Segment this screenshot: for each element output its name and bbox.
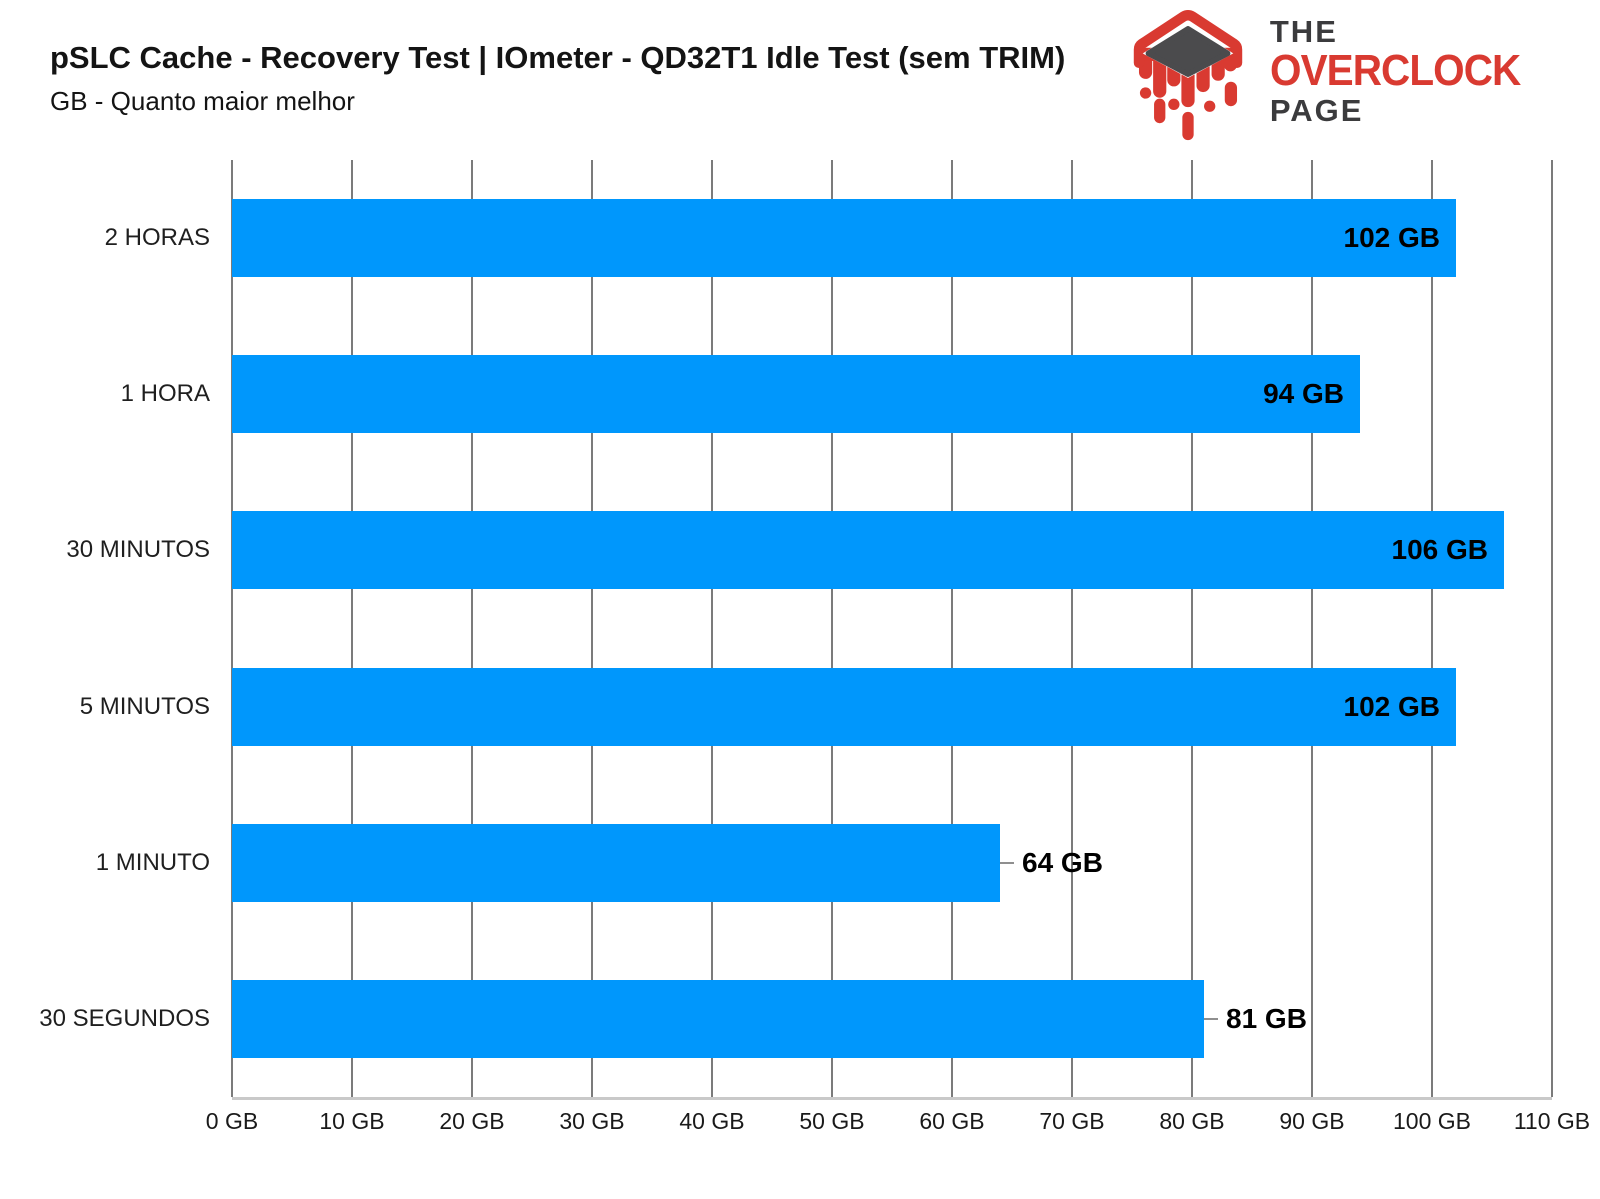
x-tick-label: 30 GB [559, 1108, 625, 1134]
brand-logo: THE OVERCLOCK PAGE [1122, 6, 1542, 148]
x-tick-label: 70 GB [1039, 1108, 1105, 1134]
gridline [711, 160, 713, 1097]
category-label: 1 MINUTO [95, 848, 210, 876]
overclock-chip-icon [1122, 6, 1254, 148]
gridline [591, 160, 593, 1097]
bar-value-label: 106 GB [1391, 534, 1489, 566]
bar-value-label: 64 GB [1022, 846, 1103, 878]
plot-area: 102 GB 94 GB 106 GB 102 GB 64 GB 81 GB [231, 160, 1553, 1100]
bar [232, 979, 1204, 1058]
x-tick-label: 20 GB [439, 1108, 505, 1134]
leader-line [1000, 861, 1014, 864]
logo-line-overclock: OVERCLOCK [1269, 46, 1521, 95]
x-tick-label: 90 GB [1279, 1108, 1345, 1134]
x-tick-label: 60 GB [919, 1108, 985, 1134]
x-axis-tick-labels: 0 GB 10 GB 20 GB 30 GB 40 GB 50 GB 60 GB 70 GB 8… [206, 1108, 1590, 1148]
category-label: 30 MINUTOS [66, 536, 210, 564]
x-tick-label: 80 GB [1159, 1108, 1225, 1134]
bar [232, 355, 1360, 434]
bar [232, 511, 1504, 590]
leader-line [1204, 1017, 1218, 1020]
logo-text: THE OVERCLOCK PAGE [1270, 6, 1542, 128]
gridline [831, 160, 833, 1097]
x-tick-label: 100 GB [1393, 1108, 1471, 1134]
logo-line-page: PAGE [1269, 93, 1364, 128]
chart-header: pSLC Cache - Recovery Test | IOmeter - Q… [50, 40, 1065, 117]
x-tick-label: 0 GB [205, 1108, 259, 1134]
category-label: 1 HORA [120, 380, 210, 408]
x-tick-label: 50 GB [799, 1108, 865, 1134]
bar-value-label: 102 GB [1343, 690, 1441, 722]
gridline [471, 160, 473, 1097]
gridline [1311, 160, 1313, 1097]
bar-value-label: 81 GB [1226, 1002, 1307, 1034]
gridline [1071, 160, 1073, 1097]
bar-value-label: 94 GB [1263, 378, 1344, 410]
x-axis-line [232, 1097, 1552, 1100]
y-axis-category-labels: 2 HORAS 1 HORA 30 MINUTOS 5 MINUTOS 1 MINUTO… [0, 160, 210, 1097]
chart-subtitle: GB - Quanto maior melhor [50, 86, 355, 116]
bar [232, 199, 1456, 278]
gridline [951, 160, 953, 1097]
chart-title: pSLC Cache - Recovery Test | IOmeter - Q… [50, 40, 1066, 75]
bar-value-label: 102 GB [1343, 222, 1441, 254]
category-label: 5 MINUTOS [79, 692, 210, 720]
gridline [1431, 160, 1433, 1097]
gridline [231, 160, 233, 1097]
category-label: 2 HORAS [104, 224, 210, 252]
bar [232, 823, 1000, 902]
x-tick-label: 110 GB [1513, 1108, 1591, 1134]
logo-line-the: THE [1269, 14, 1338, 49]
bar [232, 667, 1456, 746]
x-tick-label: 40 GB [679, 1108, 745, 1134]
x-tick-label: 10 GB [319, 1108, 385, 1134]
category-label: 30 SEGUNDOS [39, 1004, 210, 1032]
gridline [1191, 160, 1193, 1097]
gridline [351, 160, 353, 1097]
gridline [1551, 160, 1553, 1097]
